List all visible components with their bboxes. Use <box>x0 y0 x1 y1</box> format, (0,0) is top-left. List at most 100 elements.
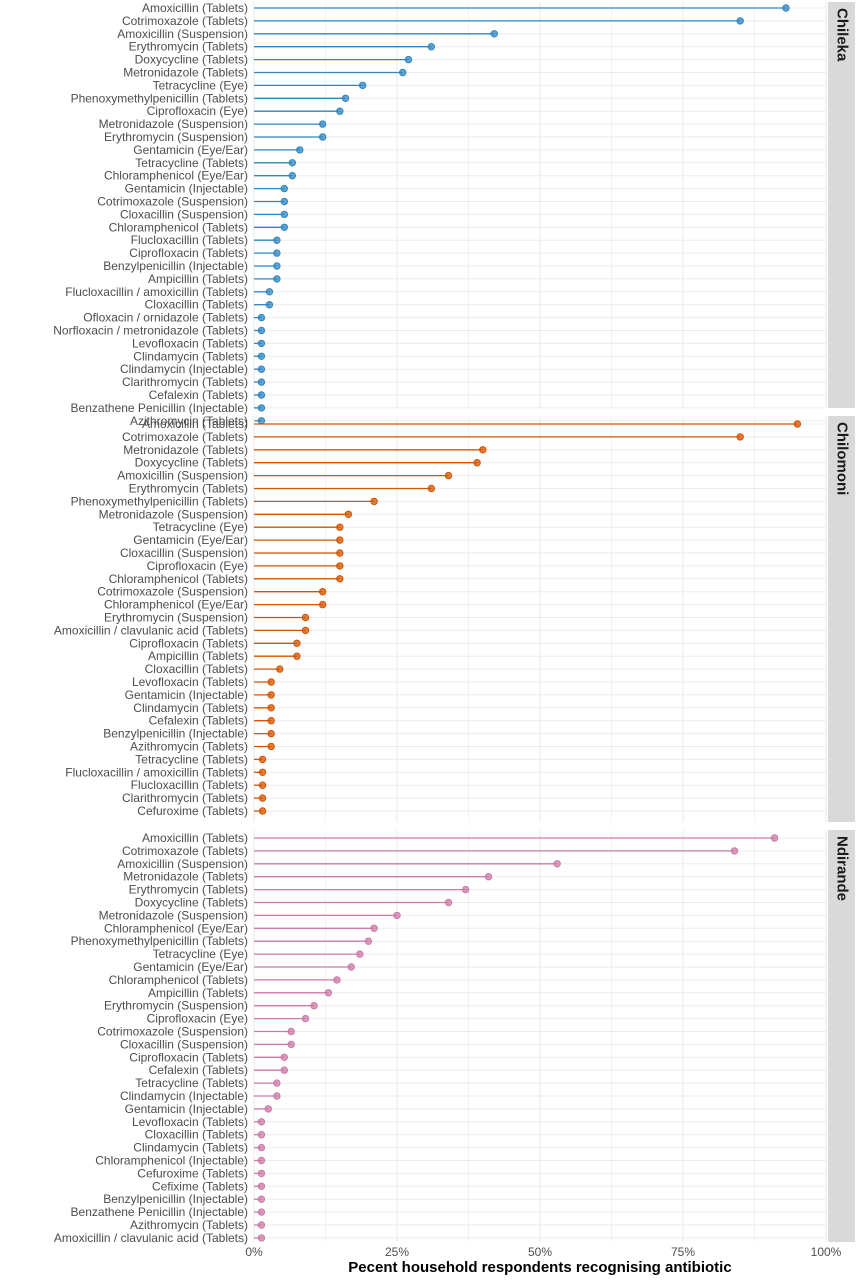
category-label: Cotrimoxazole (Tablets) <box>122 14 248 28</box>
category-label: Doxycycline (Tablets) <box>135 53 248 67</box>
lollipop-point <box>484 873 493 881</box>
lollipop-point <box>287 1027 295 1036</box>
lollipop-point <box>288 159 297 167</box>
lollipop-point <box>257 1131 266 1139</box>
x-tick-label: 100% <box>811 1245 842 1259</box>
lollipop-point <box>257 1182 266 1191</box>
category-label: Tetracycline (Eye) <box>153 78 248 92</box>
lollipop-point <box>356 950 364 958</box>
lollipop-point <box>267 742 275 751</box>
lollipop-point <box>336 536 344 544</box>
category-label: Metronidazole (Tablets) <box>123 443 248 457</box>
category-label: Cloxacillin (Suspension) <box>120 546 248 560</box>
lollipop-point <box>258 781 267 789</box>
category-label: Cotrimoxazole (Tablets) <box>122 844 248 858</box>
category-label: Gentamicin (Eye/Ear) <box>133 533 248 547</box>
lollipop-point <box>257 391 266 399</box>
lollipop-point <box>258 768 267 776</box>
category-label: Amoxicillin (Tablets) <box>142 417 248 431</box>
lollipop-point <box>336 107 344 115</box>
lollipop-point <box>280 184 289 193</box>
lollipop-point <box>318 120 327 128</box>
lollipop-point <box>336 575 344 583</box>
x-tick-label: 25% <box>385 1245 409 1259</box>
category-label: Chloramphenicol (Injectable) <box>95 1154 248 1168</box>
lollipop-point <box>293 639 301 647</box>
category-label: Ciprofloxacin (Eye) <box>147 559 248 573</box>
lollipop-point <box>427 43 436 51</box>
lollipop-point <box>273 262 281 270</box>
category-label: Flucloxacillin (Tablets) <box>131 778 248 792</box>
facet-strip <box>828 2 855 408</box>
lollipop-point <box>280 1066 289 1074</box>
category-label: Chloramphenicol (Tablets) <box>109 220 248 234</box>
category-label: Metronidazole (Suspension) <box>99 908 248 922</box>
lollipop-point <box>730 847 739 855</box>
category-label: Ciprofloxacin (Eye) <box>147 104 248 118</box>
category-label: Doxycycline (Tablets) <box>135 456 248 470</box>
lollipop-point <box>287 1040 295 1049</box>
category-label: Benzathene Penicillin (Injectable) <box>71 401 248 415</box>
lollipop-point <box>258 807 267 815</box>
lollipop-point <box>736 433 744 441</box>
category-label: Cloxacillin (Suspension) <box>120 207 248 221</box>
category-label: Doxycycline (Tablets) <box>135 896 248 910</box>
x-tick-label: 50% <box>528 1245 552 1259</box>
facet-strip-label: Chileka <box>834 8 851 62</box>
category-label: Metronidazole (Suspension) <box>99 117 248 131</box>
category-label: Ampicillin (Tablets) <box>148 649 248 663</box>
lollipop-point <box>257 339 266 348</box>
category-label: Cefuroxime (Tablets) <box>137 1166 248 1180</box>
category-label: Clarithromycin (Tablets) <box>122 791 248 805</box>
lollipop-point <box>364 937 373 945</box>
lollipop-point <box>736 17 744 25</box>
category-label: Erythromycin (Suspension) <box>104 999 248 1013</box>
category-label: Benzylpenicillin (Injectable) <box>103 727 248 741</box>
category-label: Cefixime (Tablets) <box>152 1179 248 1193</box>
category-label: Cloxacillin (Tablets) <box>145 1128 248 1142</box>
panel-ndirande: Amoxicillin (Tablets)Cotrimoxazole (Tabl… <box>54 830 855 1245</box>
lollipop-point <box>257 352 266 360</box>
lollipop-point <box>280 223 289 232</box>
lollipop-point <box>399 68 407 77</box>
lollipop-point <box>358 81 367 90</box>
lollipop-point <box>344 510 353 518</box>
lollipop-point <box>257 365 266 373</box>
lollipop-point <box>293 652 301 660</box>
lollipop-point <box>280 197 289 206</box>
lollipop-point <box>257 326 266 335</box>
lollipop-point <box>336 562 344 570</box>
category-label: Ofloxacin / ornidazole (Tablets) <box>83 311 248 325</box>
lollipop-point <box>296 146 304 154</box>
category-label: Levofloxacin (Tablets) <box>132 336 248 350</box>
category-label: Erythromycin (Suspension) <box>104 130 248 144</box>
lollipop-point <box>257 1169 266 1178</box>
lollipop-point <box>258 755 267 764</box>
facet-strip <box>828 830 855 1242</box>
category-label: Flucloxacillin / amoxicillin (Tablets) <box>65 285 248 299</box>
x-axis-title: Pecent household respondents recognising… <box>348 1259 731 1276</box>
category-label: Tetracycline (Tablets) <box>135 752 248 766</box>
category-label: Ampicillin (Tablets) <box>148 272 248 286</box>
category-label: Metronidazole (Suspension) <box>99 507 248 521</box>
category-label: Cefalexin (Tablets) <box>149 714 248 728</box>
category-label: Cotrimoxazole (Tablets) <box>122 430 248 444</box>
lollipop-point <box>257 378 266 386</box>
category-label: Chloramphenicol (Tablets) <box>109 572 248 586</box>
category-label: Tetracycline (Tablets) <box>135 156 248 170</box>
lollipop-point <box>267 717 275 725</box>
category-label: Erythromycin (Tablets) <box>129 482 248 496</box>
lollipop-point <box>347 963 355 971</box>
category-label: Ampicillin (Tablets) <box>148 986 248 1000</box>
category-label: Phenoxymethylpenicillin (Tablets) <box>71 91 248 105</box>
lollipop-point <box>257 1195 266 1203</box>
category-label: Benzathene Penicillin (Injectable) <box>71 1205 248 1219</box>
lollipop-point <box>461 885 470 894</box>
lollipop-point <box>265 301 274 309</box>
category-label: Cotrimoxazole (Suspension) <box>97 1025 248 1039</box>
category-label: Chloramphenicol (Eye/Ear) <box>104 921 248 935</box>
lollipop-point <box>257 1143 266 1152</box>
lollipop-point <box>258 794 267 802</box>
category-label: Levofloxacin (Tablets) <box>132 675 248 689</box>
